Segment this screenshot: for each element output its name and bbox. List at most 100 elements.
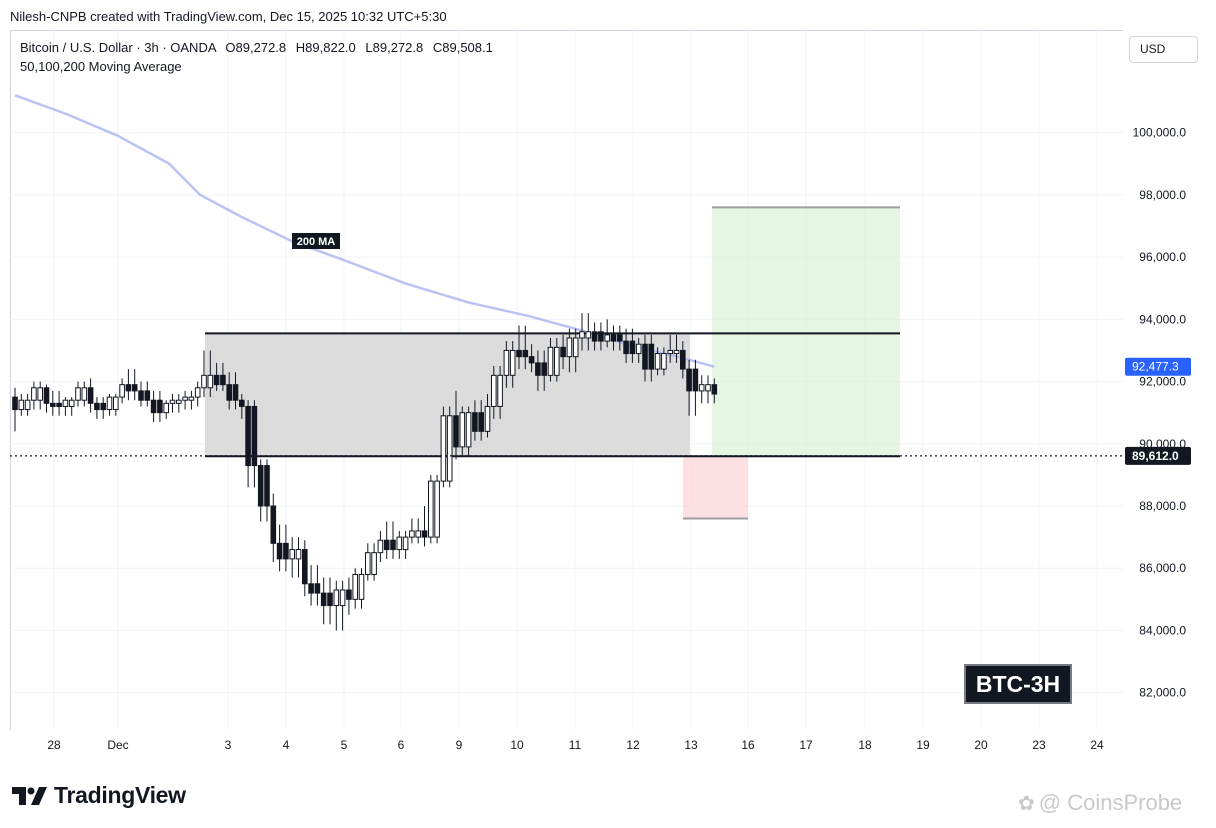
candle-body (226, 384, 232, 401)
candle (528, 344, 535, 373)
time-tick-label: 9 (456, 738, 463, 752)
candle-body (572, 337, 579, 358)
candle (295, 537, 302, 578)
candle (459, 406, 466, 457)
candle-body (642, 343, 648, 370)
candle (623, 328, 629, 363)
candle (314, 565, 321, 606)
candle-body (62, 399, 69, 407)
candle (610, 325, 617, 351)
candle-body (37, 387, 43, 401)
candle-body (560, 346, 566, 358)
candle (371, 543, 377, 581)
candle-body (18, 399, 25, 411)
candle (478, 400, 484, 441)
candle (257, 459, 264, 522)
candle (352, 568, 358, 609)
candle-body (94, 402, 100, 411)
candle-body (358, 573, 365, 600)
candle (629, 328, 636, 363)
candle (188, 390, 195, 410)
time-tick-label: 10 (510, 738, 524, 752)
candle-body (516, 349, 522, 358)
price-tick-label: 96,000.0 (1139, 250, 1186, 264)
candle (81, 381, 88, 407)
candle (289, 537, 295, 578)
candle (138, 381, 144, 407)
candle (566, 328, 573, 373)
candle (446, 406, 453, 488)
legend-high-label: H (296, 40, 305, 55)
candle-body (686, 368, 692, 392)
candle-body (680, 349, 686, 370)
candle-body (472, 412, 478, 432)
candle-body (409, 530, 415, 538)
time-tick-label: 18 (858, 738, 872, 752)
currency-button[interactable]: USD (1129, 36, 1198, 63)
tradingview-logo[interactable]: TradingView (12, 782, 186, 809)
candle (37, 381, 43, 410)
time-tick-label: 4 (283, 738, 290, 752)
price-chart[interactable]: Bitcoin / U.S. Dollar · 3h · OANDA O89,2… (10, 30, 1204, 760)
candle-body (698, 384, 705, 392)
target-zone (712, 207, 900, 457)
candle (264, 459, 270, 522)
candle (333, 580, 340, 631)
candle-body (604, 334, 611, 342)
candle-body (365, 552, 371, 575)
candle (100, 397, 107, 419)
candle (402, 530, 409, 559)
candle-body (157, 399, 163, 414)
candle (327, 577, 333, 625)
candle-body (320, 592, 327, 607)
candle-body (377, 539, 384, 554)
time-tick-label: 3 (225, 738, 232, 752)
candle-body (453, 415, 459, 448)
coinsprobe-watermark: ✿ @ CoinsProbe (1018, 790, 1182, 816)
time-tick-label: 13 (684, 738, 698, 752)
candle (390, 521, 396, 559)
candle (182, 390, 188, 410)
candle-body (333, 589, 340, 607)
candle (680, 341, 686, 379)
watermark-icon: ✿ (1018, 792, 1035, 815)
last-price-badge-background (1125, 446, 1191, 465)
candle-body (131, 384, 138, 392)
candle-body (308, 583, 314, 594)
candle (509, 341, 516, 388)
candle-body (402, 536, 409, 551)
candle-body (50, 402, 56, 407)
legend-close: 89,508.1 (442, 40, 493, 55)
candle (472, 400, 478, 441)
candle (131, 369, 138, 401)
time-tick-label: 19 (916, 738, 930, 752)
candle-body (692, 368, 699, 392)
candle-body (125, 384, 132, 392)
candle-body (31, 387, 37, 401)
candle-body (24, 399, 31, 411)
ma-price-badge: 92,477.3 (1125, 357, 1191, 376)
candle-body (541, 362, 548, 376)
candle-body (257, 465, 264, 507)
candle-body (113, 396, 119, 411)
candle-body (610, 334, 617, 342)
price-tick-label: 86,000.0 (1139, 561, 1186, 575)
candle (503, 341, 510, 388)
tradingview-logo-icon (12, 786, 47, 805)
candle (207, 350, 214, 398)
candle (106, 394, 113, 416)
candle-body (295, 549, 302, 560)
candle-body (705, 384, 711, 392)
candle (661, 347, 667, 376)
candle-body (339, 589, 346, 607)
candle (428, 474, 434, 544)
candle (194, 381, 201, 407)
candle-body (289, 549, 295, 560)
legend-open: 89,272.8 (236, 40, 287, 55)
time-tick-label: 6 (398, 738, 405, 752)
candle (276, 524, 283, 572)
candle-body (667, 349, 674, 355)
candles (12, 313, 718, 631)
candle-body (522, 349, 529, 358)
last-price-badge: 89,612.0 (1125, 446, 1191, 465)
